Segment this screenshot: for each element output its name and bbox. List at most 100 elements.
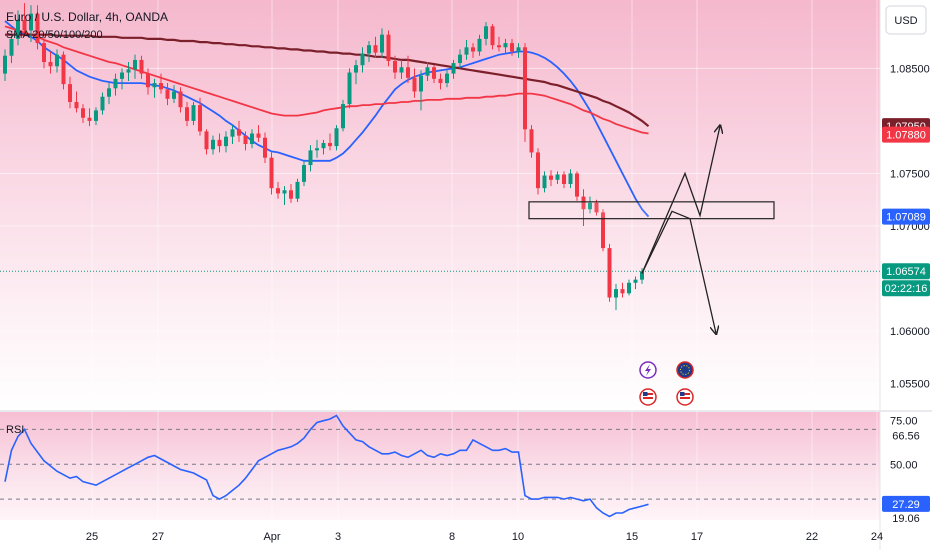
candle-body (100, 96, 105, 111)
candle (614, 283, 618, 311)
grid-lines (0, 0, 880, 520)
candle (562, 171, 566, 189)
time-tick-label: 15 (626, 531, 638, 543)
candle-body (438, 78, 443, 84)
last-price-label (882, 263, 930, 280)
event-icons[interactable] (639, 361, 694, 406)
rsi-tick-label: 75.00 (890, 416, 918, 428)
currency-button-label[interactable]: USD (894, 15, 917, 27)
axes: 1.085001.075001.070001.060001.0550075.00… (86, 63, 930, 543)
candle-body (243, 135, 248, 145)
candle-body (523, 47, 527, 130)
symbol-title[interactable]: Euro / U.S. Dollar, 4h, OANDA (6, 10, 168, 24)
candle-body (302, 165, 306, 182)
candle-body (9, 38, 14, 56)
candle-body (61, 54, 66, 85)
candle (3, 49, 7, 81)
rsi-pane-background (0, 412, 880, 520)
candle-body (399, 67, 404, 73)
candle (386, 30, 391, 67)
sma-20-line (4, 20, 650, 218)
candle (74, 91, 79, 113)
candle-body (393, 60, 397, 73)
rsi-current-label (882, 495, 930, 512)
candle (510, 38, 514, 56)
candle (100, 92, 105, 115)
candle-body (529, 129, 534, 153)
candle-body (367, 45, 371, 54)
candle (373, 36, 378, 58)
candle (451, 59, 456, 79)
candle-body (360, 53, 365, 66)
lightning-event-icon[interactable] (639, 361, 657, 379)
legend: Euro / U.S. Dollar, 4h, OANDA SMA 20/50/… (6, 10, 168, 436)
candle-body (42, 43, 46, 63)
candle-body (607, 248, 612, 298)
candle-body (29, 13, 33, 31)
candle-body (321, 142, 326, 149)
candle-body (562, 174, 566, 184)
candle (490, 24, 495, 50)
candle (581, 189, 586, 227)
candle-body (204, 131, 209, 150)
eu-flag-icon[interactable] (676, 361, 694, 379)
sma-200-line (5, 33, 650, 128)
candle (198, 97, 202, 136)
candle (633, 276, 638, 290)
candle-body (347, 72, 352, 105)
candle-body (510, 43, 514, 52)
candle (282, 186, 287, 205)
candle (159, 73, 163, 94)
indicator-legend[interactable]: SMA 20/50/100/200 (6, 29, 103, 41)
candle (224, 131, 228, 153)
candle-body (484, 26, 488, 39)
rsi-legend[interactable]: RSI (6, 424, 24, 436)
price-tick-label: 1.06000 (890, 326, 930, 338)
resistance-zone-box (528, 201, 775, 220)
candle (354, 59, 358, 85)
candle (328, 133, 332, 151)
candle (269, 152, 274, 195)
candle-body (458, 54, 462, 64)
time-tick-label: Apr (263, 531, 280, 543)
candle (516, 43, 521, 58)
candle (360, 47, 365, 73)
currency-button[interactable]: USD (885, 5, 927, 35)
price-tick-label: 1.05500 (890, 379, 930, 391)
candle-body (464, 47, 469, 55)
rsi-current-label-text: 27.29 (892, 499, 920, 511)
us-flag-icon[interactable] (639, 388, 657, 406)
candle-body (16, 19, 20, 39)
candle-body (328, 142, 332, 147)
candle-body (594, 202, 599, 213)
time-tick-label: 22 (806, 531, 818, 543)
candle-body (35, 13, 40, 44)
candle (523, 43, 527, 142)
candle (256, 125, 261, 142)
candle (165, 83, 170, 106)
candle-body (94, 110, 98, 121)
candle-body (380, 34, 384, 53)
projection-down-arrow (641, 210, 716, 333)
candle-body (159, 83, 163, 90)
candle (230, 125, 235, 145)
us-flag-icon[interactable] (676, 388, 694, 406)
candle (172, 85, 176, 104)
candle (334, 125, 339, 151)
currency-button-frame[interactable] (885, 5, 927, 35)
candle-body (419, 75, 423, 92)
candle-body (341, 104, 345, 129)
candle-body (48, 62, 53, 67)
candle (120, 68, 124, 90)
candle-body (55, 54, 59, 67)
candle-body (269, 157, 274, 189)
candle-body (633, 279, 638, 283)
candle-body (536, 152, 540, 189)
candle-body (81, 108, 85, 118)
candle-body (451, 63, 456, 74)
candle (321, 139, 326, 155)
rsi-line (4, 414, 649, 518)
candle-body (230, 129, 235, 137)
